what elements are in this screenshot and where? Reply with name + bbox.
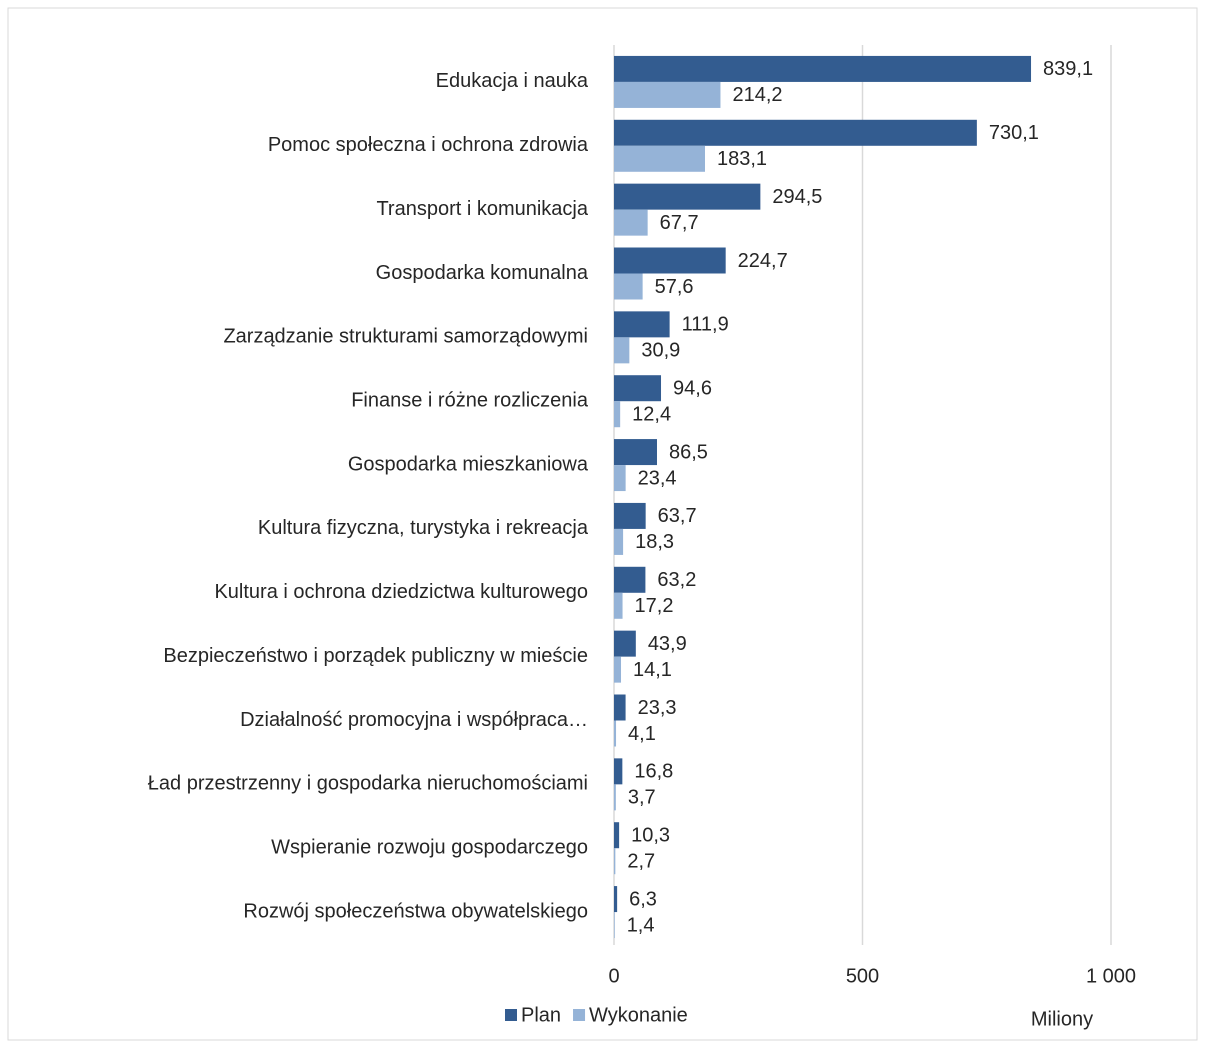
legend-label: Plan [521,1004,561,1026]
bar [614,375,662,402]
data-label: 10,3 [631,824,670,846]
bar [614,247,726,274]
x-tick-label: 1 000 [1086,965,1136,987]
bar [614,528,624,555]
legend-label: Wykonanie [589,1004,688,1026]
x-tick-label: 0 [608,965,619,987]
data-label: 214,2 [732,84,782,106]
bar [614,55,1032,82]
legend-swatch [505,1009,517,1021]
y-tick-label: Finanse i różne rozliczenia [351,389,589,411]
data-label: 16,8 [634,761,673,783]
data-label: 67,7 [660,212,699,234]
data-label: 730,1 [989,122,1039,144]
bar [614,183,761,210]
data-label: 63,7 [658,505,697,527]
data-label: 6,3 [629,888,657,910]
bar [614,848,616,875]
data-label: 4,1 [628,723,656,745]
y-tick-label: Kultura fizyczna, turystyka i rekreacja [258,517,589,539]
data-label: 17,2 [635,595,674,617]
bar [614,145,706,172]
bar [614,630,636,657]
y-tick-label: Edukacja i nauka [436,70,589,92]
bar [614,209,648,236]
data-label: 86,5 [669,441,708,463]
data-label: 224,7 [738,250,788,272]
data-label: 183,1 [717,148,767,170]
bar [614,119,977,146]
data-label: 18,3 [635,531,674,553]
bar [614,592,623,619]
bar [614,694,626,721]
bar [614,656,622,683]
bar [614,465,626,492]
data-label: 3,7 [628,787,656,809]
data-label: 839,1 [1043,58,1093,80]
bar [614,81,721,108]
y-tick-label: Transport i komunikacja [376,198,588,220]
data-label: 94,6 [673,377,712,399]
chart-border [7,7,1198,1041]
y-tick-label: Wspieranie rozwoju gospodarczego [271,836,588,858]
y-tick-label: Kultura i ochrona dziedzictwa kulturoweg… [214,581,588,603]
y-tick-label: Pomoc społeczna i ochrona zdrowia [268,134,589,156]
bar [614,886,618,913]
x-axis-label: Miliony [1031,1008,1093,1030]
data-label: 57,6 [655,276,694,298]
bar [614,758,623,785]
data-label: 1,4 [627,914,655,936]
bar [614,311,670,338]
data-label: 111,9 [682,314,729,336]
bar [614,273,643,300]
data-label: 43,9 [648,633,687,655]
data-label: 294,5 [772,186,822,208]
data-label: 2,7 [627,850,655,872]
bar [614,502,646,529]
data-label: 30,9 [641,340,680,362]
data-label: 63,2 [657,569,696,591]
bar [614,439,657,466]
data-label: 23,3 [638,697,677,719]
y-tick-label: Ład przestrzenny i gospodarka nieruchomo… [148,773,588,795]
x-tick-label: 500 [846,965,879,987]
data-label: 14,1 [633,659,672,681]
bar [614,401,621,428]
y-tick-label: Działalność promocyjna i współpraca… [240,709,588,731]
y-tick-label: Gospodarka komunalna [376,262,589,284]
bar [614,337,630,364]
y-tick-label: Rozwój społeczeństwa obywatelskiego [243,900,588,922]
y-tick-label: Zarządzanie strukturami samorządowymi [223,326,588,348]
data-label: 12,4 [632,403,671,425]
legend-swatch [573,1009,586,1021]
data-label: 23,4 [638,467,677,489]
bar [614,566,646,593]
bar [614,784,616,811]
y-tick-label: Gospodarka mieszkaniowa [348,453,589,475]
y-tick-label: Bezpieczeństwo i porządek publiczny w mi… [163,645,588,667]
bar [614,720,617,747]
bar [614,912,615,939]
bar [614,822,620,849]
